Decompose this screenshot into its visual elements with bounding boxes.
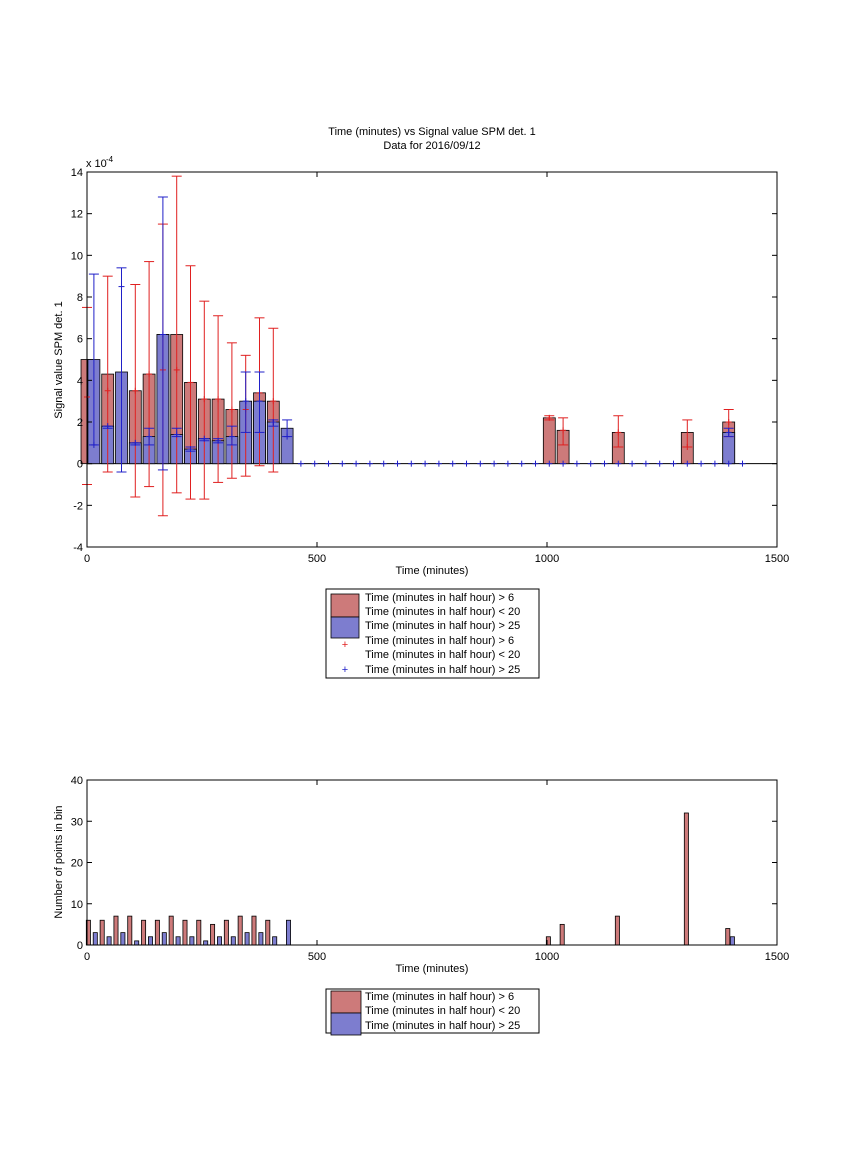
- top-y-tick-label: 12: [71, 209, 83, 221]
- top-axes-box: [86, 171, 778, 548]
- top-y-tick-label: 14: [71, 167, 83, 179]
- red-count-bar: [237, 915, 243, 946]
- bottom-x-tick-label: 0: [84, 951, 90, 963]
- red-count-bar: [223, 919, 229, 946]
- top-legend: Time (minutes in half hour) > 6 Time (mi…: [325, 588, 540, 679]
- top-x-tick-label: 1500: [765, 553, 789, 565]
- top-legend-item-1: Time (minutes in half hour) > 6: [365, 592, 514, 604]
- red-count-bar: [127, 915, 133, 946]
- bottom-legend-red-swatch: [330, 990, 362, 1014]
- top-x-tick-label: 0: [84, 553, 90, 565]
- bottom-legend-item-3: Time (minutes in half hour) > 25: [365, 1020, 520, 1032]
- top-exponent-power: -4: [106, 155, 114, 164]
- blue-count-bar: [106, 936, 112, 946]
- bottom-x-tick-label: 1500: [765, 951, 789, 963]
- bottom-x-ticks: 0 500 1000 1500: [84, 780, 789, 963]
- top-y-tick-label: 2: [77, 417, 83, 429]
- top-x-tick-label: 500: [308, 553, 326, 565]
- blue-count-bar: [161, 932, 167, 946]
- blue-count-bar: [134, 940, 140, 946]
- red-count-bar: [210, 923, 216, 946]
- top-legend-item-6: Time (minutes in half hour) > 25: [365, 664, 520, 676]
- bottom-y-tick-label: 10: [71, 899, 83, 911]
- top-exponent-base: x 10: [86, 158, 107, 170]
- top-exponent-label: x 10 -4: [86, 155, 114, 170]
- top-legend-item-2: Time (minutes in half hour) < 20: [365, 606, 520, 618]
- bottom-plot-area: [85, 812, 735, 946]
- bottom-x-axis-label: Time (minutes): [396, 963, 469, 975]
- red-count-bar: [614, 915, 620, 946]
- top-legend-red-swatch: [330, 593, 360, 618]
- red-count-bar: [168, 915, 174, 946]
- top-x-ticks: 0 500 1000 1500: [84, 172, 789, 565]
- red-count-bar: [559, 923, 565, 946]
- top-x-axis-label: Time (minutes): [396, 565, 469, 577]
- blue-count-bar: [189, 936, 195, 946]
- bottom-y-ticks: 0 10 20 30 40: [71, 775, 777, 952]
- blue-count-bar: [148, 936, 153, 946]
- top-plot-area: [80, 175, 777, 517]
- blue-count-bar: [272, 936, 278, 946]
- top-legend-red-plus-marker: +: [342, 639, 348, 651]
- top-legend-item-4: Time (minutes in half hour) > 6: [365, 635, 514, 647]
- top-y-tick-label: 4: [77, 375, 83, 387]
- top-y-tick-label: 8: [77, 292, 83, 304]
- top-y-tick-label: -2: [73, 500, 83, 512]
- bottom-x-tick-label: 500: [308, 951, 326, 963]
- bottom-legend-item-1: Time (minutes in half hour) > 6: [365, 991, 514, 1003]
- blue-count-bar: [120, 932, 126, 946]
- blue-bar: [722, 432, 736, 465]
- bottom-chart: 0 500 1000 1500 0 10 20 30 40 Time (minutes) Nu…: [53, 775, 789, 975]
- red-count-bar: [141, 919, 147, 946]
- top-chart: Time (minutes) vs Signal value SPM det. …: [53, 126, 789, 577]
- top-y-tick-label: 6: [77, 334, 83, 346]
- red-count-bar: [154, 919, 160, 946]
- blue-count-bar: [729, 936, 735, 946]
- red-count-bar: [182, 919, 188, 946]
- top-y-ticks: -4 -2 0 2 4 6 8 10 12 14: [71, 167, 777, 554]
- bottom-legend-item-2: Time (minutes in half hour) < 20: [365, 1005, 520, 1017]
- blue-count-bar: [203, 940, 209, 946]
- bottom-legend-blue-swatch: [330, 1012, 362, 1036]
- top-legend-blue-swatch: [330, 616, 360, 639]
- bottom-y-tick-label: 20: [71, 858, 83, 870]
- bottom-axes-box: [86, 779, 778, 946]
- top-y-tick-label: -4: [73, 542, 83, 554]
- blue-count-bar: [217, 936, 222, 946]
- top-x-tick-label: 1000: [535, 553, 559, 565]
- blue-count-bar: [244, 932, 250, 946]
- bottom-x-tick-label: 1000: [535, 951, 559, 963]
- red-count-bar: [113, 915, 119, 946]
- red-count-bar: [196, 919, 202, 946]
- red-count-bar: [99, 919, 105, 946]
- top-y-axis-label: Signal value SPM det. 1: [53, 301, 65, 418]
- top-chart-title: Time (minutes) vs Signal value SPM det. …: [328, 126, 535, 138]
- top-legend-item-3: Time (minutes in half hour) > 25: [365, 620, 520, 632]
- red-count-bar: [251, 915, 257, 946]
- top-legend-blue-plus-marker: +: [342, 664, 348, 676]
- red-count-bar: [265, 919, 271, 946]
- top-y-tick-label: 0: [77, 459, 83, 471]
- bottom-y-tick-label: 40: [71, 775, 83, 787]
- blue-count-bar: [258, 932, 264, 946]
- top-legend-box: [325, 588, 540, 679]
- bottom-y-tick-label: 30: [71, 816, 83, 828]
- top-y-tick-label: 10: [71, 250, 83, 262]
- blue-count-bar: [92, 932, 98, 946]
- red-count-bar: [683, 812, 689, 946]
- bottom-legend-box: [325, 988, 540, 1034]
- blue-count-bar: [175, 936, 181, 946]
- red-count-bar: [725, 928, 731, 946]
- bottom-legend: Time (minutes in half hour) > 6 Time (mi…: [325, 988, 540, 1036]
- bottom-y-tick-label: 0: [77, 940, 83, 952]
- red-bar: [542, 417, 556, 465]
- blue-count-bar: [286, 919, 291, 946]
- bottom-y-axis-label: Number of points in bin: [53, 805, 65, 918]
- top-legend-item-5: Time (minutes in half hour) < 20: [365, 649, 520, 661]
- blue-count-bar: [230, 936, 236, 946]
- top-chart-subtitle: Data for 2016/09/12: [383, 140, 480, 152]
